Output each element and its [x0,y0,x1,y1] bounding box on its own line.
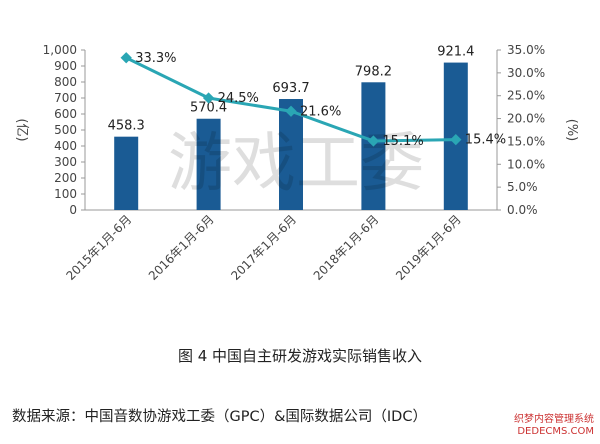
left-tick-label: 900 [54,59,77,73]
corner-watermark-line: DEDECMS.COM [517,426,594,437]
right-tick-label: 0.0% [507,203,538,217]
line-point [120,52,132,64]
left-tick-label: 200 [54,171,77,185]
corner-watermark-line: 织梦内容管理系统 [514,414,594,425]
x-axis-labels: 2015年1月-6月 2016年1月-6月 2017年1月-6月 2018年1月-6月… [64,212,464,283]
figure-caption: 图 4 中国自主研发游戏实际销售收入 [177,347,423,365]
right-tick-label: 25.0% [507,89,545,103]
line-series: 33.3% 24.5% 21.6% 15.1% 15.4% [120,51,506,149]
bar-value-label: 798.2 [355,64,392,79]
x-tick-label: 2017年1月-6月 [228,212,299,283]
right-tick-label: 30.0% [507,66,545,80]
x-tick-label: 2016年1月-6月 [146,212,217,283]
watermark: 游戏工委 [168,127,424,201]
left-tick-label: 100 [54,187,77,201]
line-value-label: 24.5% [218,91,259,106]
bar [279,99,303,210]
bar-value-label: 921.4 [437,45,474,60]
left-tick-label: 500 [54,123,77,137]
right-y-axis: 0.0% 5.0% 10.0% 15.0% 20.0% 25.0% 30.0% 35.0% [496,43,545,217]
line-point [367,135,380,147]
left-axis-label: (亿) [14,118,29,141]
bar-value-label: 693.7 [272,81,309,96]
right-tick-label: 15.0% [507,134,545,148]
data-source: 数据来源：中国音数协游戏工委（GPC）&国际数据公司（IDC） [12,409,427,425]
left-tick-label: 0 [69,203,77,217]
bar-value-label: 570.4 [190,101,227,116]
line-value-label: 33.3% [135,51,176,66]
corner-watermark: 织梦内容管理系统 DEDECMS.COM [514,414,594,438]
left-tick-label: 600 [54,107,77,121]
left-y-axis: 0 100 200 300 400 500 600 700 800 900 1,000 [43,43,497,217]
left-tick-label: 300 [54,155,77,169]
left-tick-label: 400 [54,139,77,153]
line-value-label: 15.4% [465,133,506,148]
x-tick-label: 2015年1月-6月 [64,212,135,283]
right-tick-label: 20.0% [507,112,545,126]
right-tick-label: 10.0% [507,157,545,171]
bar-value-label: 458.3 [108,119,145,134]
line-value-label: 15.1% [382,134,423,149]
bar-series: 458.3 570.4 693.7 798.2 921.4 [108,45,474,210]
x-tick-label: 2019年1月-6月 [393,212,464,283]
left-tick-label: 700 [54,91,77,105]
chart: 0 100 200 300 400 500 600 700 800 900 1,000 0.0% 5.… [14,43,579,283]
line-value-label: 21.6% [300,104,341,119]
left-tick-label: 800 [54,75,77,89]
left-tick-label: 1,000 [43,43,77,57]
bar [196,118,221,210]
x-tick-label: 2018年1月-6月 [311,212,382,283]
line-point [450,133,462,146]
right-tick-label: 35.0% [507,43,545,57]
bar [114,136,139,210]
right-axis-label: (%) [564,119,579,142]
right-tick-label: 5.0% [507,180,538,194]
